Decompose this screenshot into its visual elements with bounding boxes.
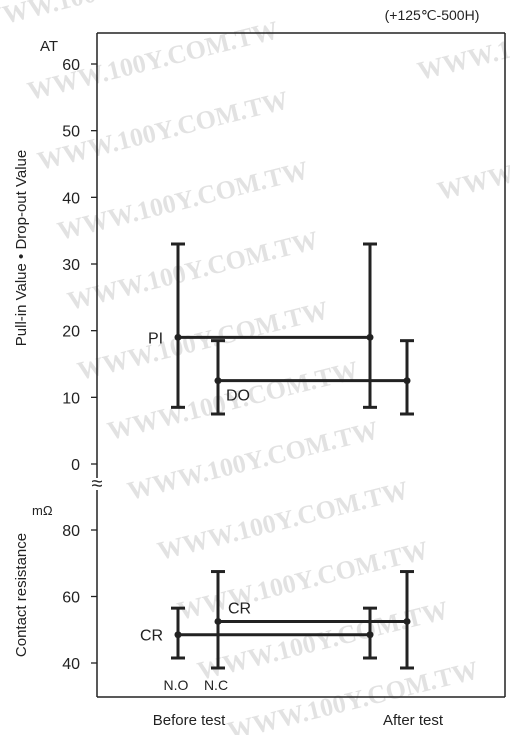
y-tick-label-upper: 40 (62, 190, 80, 207)
plot-frame (96, 32, 506, 698)
y-tick-label-upper: 20 (62, 324, 80, 341)
contact-label-nc: N.C (204, 677, 228, 693)
y-axis-title-lower: Contact resistance (13, 533, 30, 657)
y-tick-label-lower: 60 (62, 590, 80, 607)
unit-lower: mΩ (32, 503, 53, 518)
y-tick-label-lower: 80 (62, 523, 80, 540)
unit-upper: AT (40, 38, 58, 55)
chart-marks (171, 242, 414, 670)
series-label-do: DO (226, 388, 250, 405)
series-label-pi: PI (148, 330, 163, 347)
watermark-text: WWW.100Y.COM.TW (64, 225, 321, 315)
chart-labels: (+125℃-500H) Before test After test PI DO CR C… (140, 7, 479, 729)
test-condition: (+125℃-500H) (385, 7, 480, 23)
watermark-text: WWW.100Y.COM.TW (0, 0, 231, 36)
watermark-text: WWW.100Y.COM.TW (434, 115, 510, 205)
y-tick-label-lower: 40 (62, 656, 80, 673)
contact-label-no: N.O (164, 677, 189, 693)
y-tick-label-upper: 0 (71, 457, 80, 474)
x-category-label: Before test (153, 712, 226, 729)
axes: ≈0 10 20 30 40 50 60 40 60 80 AT mΩ Pull-in Value • … (13, 38, 103, 673)
series-label-cr-nc: CR (228, 600, 251, 617)
y-tick-label-upper: 50 (62, 124, 80, 141)
axis-break-symbol: ≈ (92, 473, 103, 495)
y-tick-label-upper: 30 (62, 257, 80, 274)
watermark-text: WWW.100Y.COM.TW (54, 155, 311, 245)
y-tick-label-upper: 60 (62, 57, 80, 74)
y-tick-label-upper: 10 (62, 390, 80, 407)
x-category-label: After test (383, 712, 444, 729)
y-axis-title-upper: Pull-in Value • Drop-out Value (13, 150, 30, 346)
series-label-cr-no: CR (140, 628, 163, 645)
